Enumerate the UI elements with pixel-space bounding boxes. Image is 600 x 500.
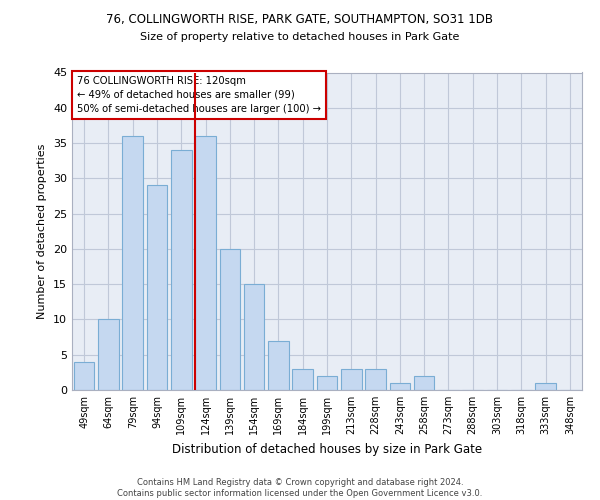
Bar: [171, 150, 191, 390]
Bar: [365, 369, 386, 390]
Bar: [389, 383, 410, 390]
Text: Contains HM Land Registry data © Crown copyright and database right 2024.
Contai: Contains HM Land Registry data © Crown c…: [118, 478, 482, 498]
X-axis label: Distribution of detached houses by size in Park Gate: Distribution of detached houses by size …: [172, 442, 482, 456]
Bar: [74, 362, 94, 390]
Text: 76, COLLINGWORTH RISE, PARK GATE, SOUTHAMPTON, SO31 1DB: 76, COLLINGWORTH RISE, PARK GATE, SOUTHA…: [107, 12, 493, 26]
Bar: [414, 376, 434, 390]
Bar: [98, 320, 119, 390]
Bar: [146, 186, 167, 390]
Y-axis label: Number of detached properties: Number of detached properties: [37, 144, 47, 319]
Bar: [268, 340, 289, 390]
Bar: [341, 369, 362, 390]
Bar: [535, 383, 556, 390]
Text: 76 COLLINGWORTH RISE: 120sqm
← 49% of detached houses are smaller (99)
50% of se: 76 COLLINGWORTH RISE: 120sqm ← 49% of de…: [77, 76, 321, 114]
Bar: [220, 249, 240, 390]
Bar: [292, 369, 313, 390]
Bar: [317, 376, 337, 390]
Bar: [195, 136, 216, 390]
Bar: [244, 284, 265, 390]
Bar: [122, 136, 143, 390]
Text: Size of property relative to detached houses in Park Gate: Size of property relative to detached ho…: [140, 32, 460, 42]
